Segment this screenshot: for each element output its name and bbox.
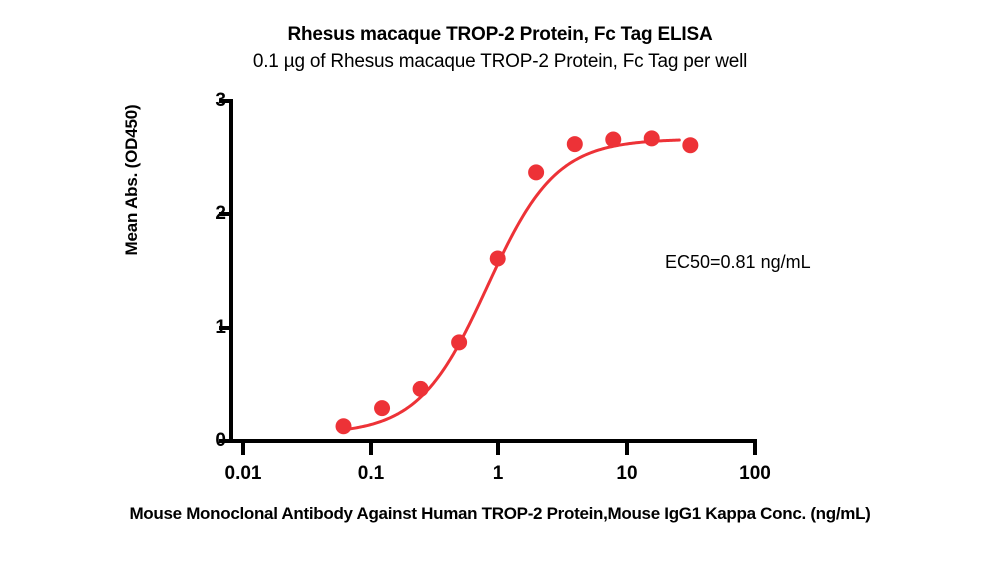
x-tick-label-0-1: 0.1 — [357, 463, 385, 484]
x-axis-ticks — [241, 441, 757, 455]
x-tick-label-10: 10 — [616, 463, 638, 484]
data-point — [489, 250, 506, 267]
data-point — [451, 334, 468, 351]
data-point — [605, 131, 622, 148]
x-axis-label: Mouse Monoclonal Antibody Against Human … — [129, 504, 871, 523]
chart-title: Rhesus macaque TROP-2 Protein, Fc Tag EL… — [287, 24, 713, 45]
x-tick-label-0-01: 0.01 — [224, 463, 262, 484]
data-point — [528, 164, 545, 181]
data-point-markers — [335, 130, 699, 435]
data-point — [335, 418, 352, 435]
x-tick-label-100: 100 — [739, 463, 771, 484]
data-point — [374, 400, 391, 417]
y-axis-ticks — [219, 99, 231, 443]
ec50-annotation: EC50=0.81 ng/mL — [665, 252, 811, 272]
data-point — [643, 130, 660, 147]
data-point — [566, 136, 583, 153]
x-tick-label-1: 1 — [492, 463, 504, 484]
data-point — [412, 380, 429, 397]
chart-subtitle: 0.1 µg of Rhesus macaque TROP-2 Protein,… — [252, 51, 748, 72]
data-point — [682, 137, 699, 154]
title-block: Rhesus macaque TROP-2 Protein, Fc Tag EL… — [0, 22, 1000, 76]
fit-curve — [337, 138, 681, 432]
